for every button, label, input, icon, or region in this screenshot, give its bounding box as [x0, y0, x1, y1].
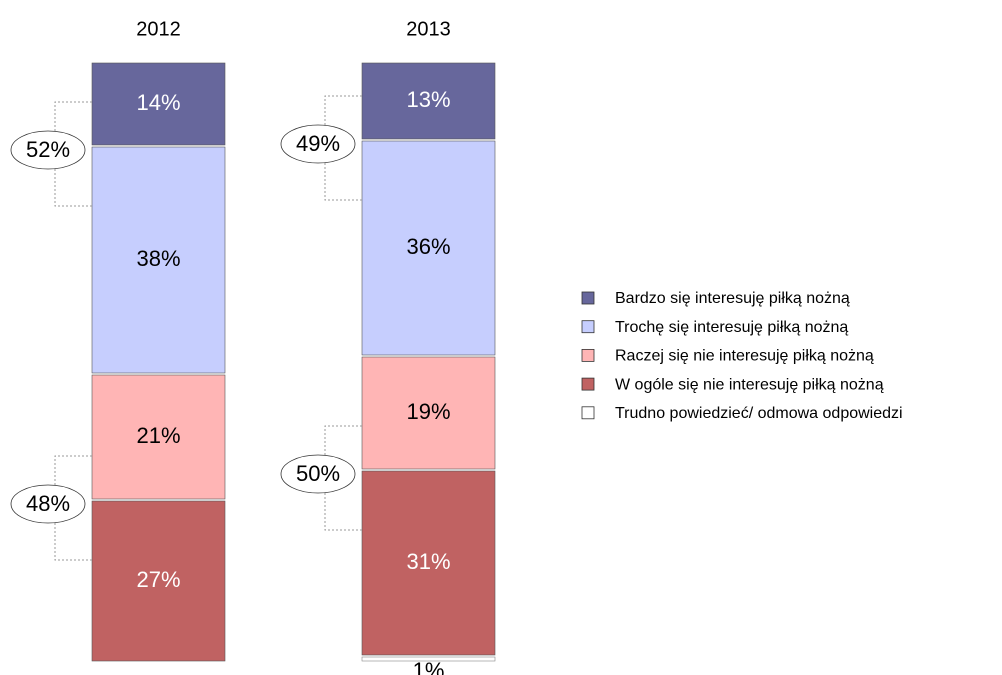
legend-label: Trochę się interesuję piłką nożną: [615, 319, 848, 336]
legend-label: Raczej się nie interesuję piłką nożną: [615, 348, 874, 365]
bar-segment: [361, 656, 496, 662]
bar-segment: [361, 356, 496, 470]
bar-segment: [91, 374, 226, 500]
bar-segment: [91, 500, 226, 662]
total-label: 49%: [296, 131, 340, 156]
data-label: 13%: [406, 87, 450, 112]
legend-key: [581, 291, 595, 305]
category-label: 2012: [136, 18, 181, 40]
data-label: 1%: [413, 658, 445, 675]
legend-key: [581, 320, 595, 334]
total-bubble: [10, 484, 86, 524]
total-bubble: [280, 454, 356, 494]
bar-segment: [91, 146, 226, 374]
total-label: 52%: [26, 137, 70, 162]
legend-label: Bardzo się interesuję piłką nożną: [615, 290, 850, 307]
data-label: 19%: [406, 399, 450, 424]
bar-segment: [361, 470, 496, 656]
data-label: 36%: [406, 234, 450, 259]
legend-key: [581, 377, 595, 391]
total-bubble: [10, 130, 86, 170]
bar-segment: [91, 62, 226, 146]
legend-key: [581, 406, 595, 420]
total-label: 48%: [26, 491, 70, 516]
legend-label: W ogóle się nie interesuję piłką nożną: [615, 376, 884, 393]
total-bubble: [280, 124, 356, 164]
bar-segment: [361, 140, 496, 356]
legend-key: [581, 348, 595, 362]
bar-segment: [361, 62, 496, 140]
data-label: 21%: [136, 423, 180, 448]
data-label: 38%: [136, 246, 180, 271]
category-label: 2013: [406, 18, 451, 40]
data-label: 27%: [136, 567, 180, 592]
data-label: 14%: [136, 90, 180, 115]
legend-label: Trudno powiedzieć/ odmowa odpowiedzi: [615, 405, 903, 422]
total-label: 50%: [296, 461, 340, 486]
data-label: 31%: [406, 549, 450, 574]
